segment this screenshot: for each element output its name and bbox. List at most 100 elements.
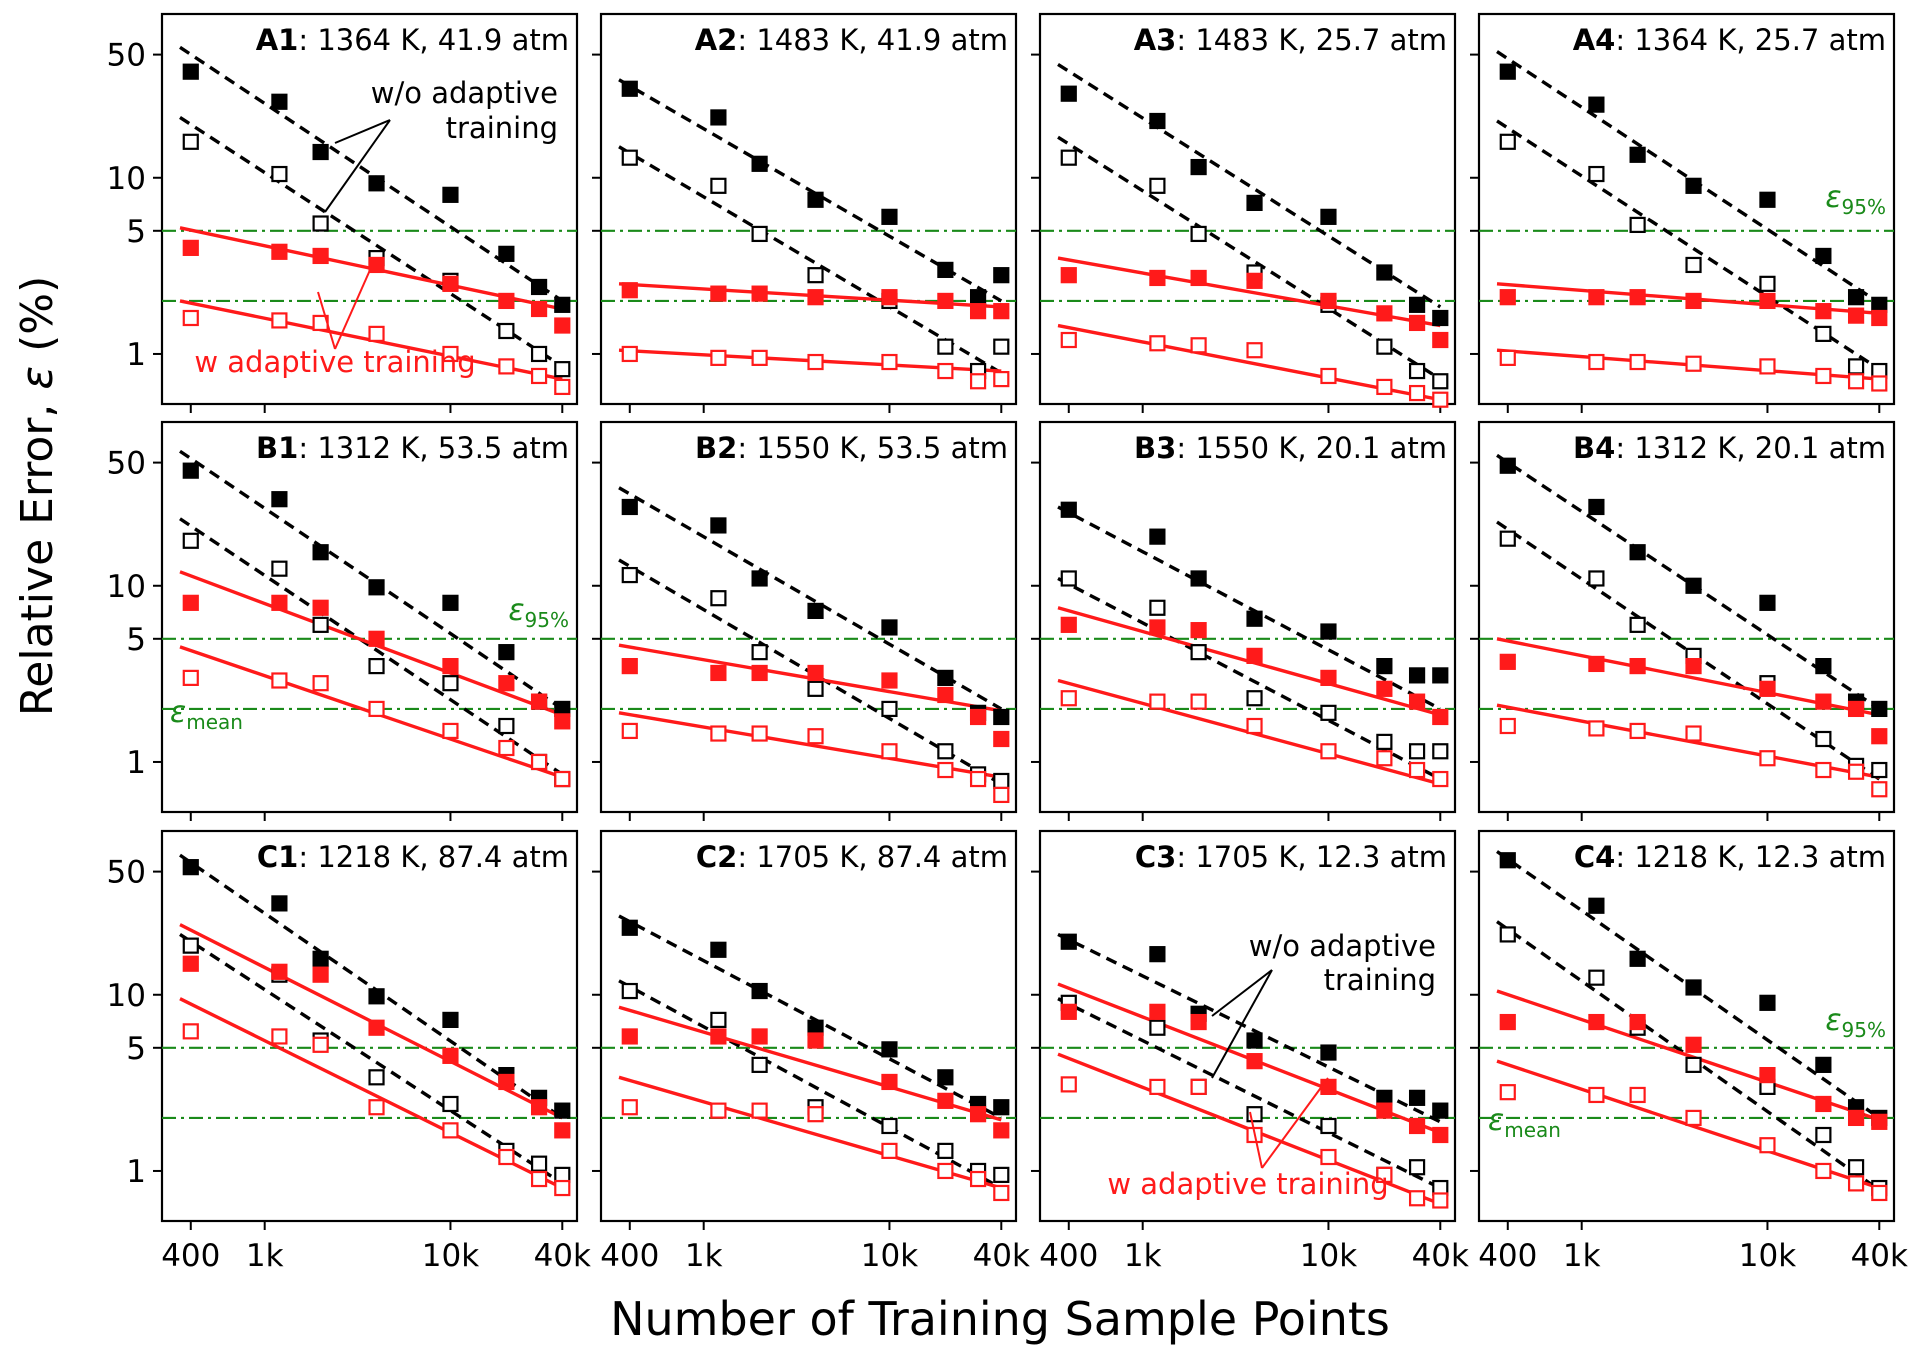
x-tick-label: 40k xyxy=(1412,1238,1469,1274)
marker-wo-open xyxy=(498,322,515,340)
panel-title: A1: 1364 K, 41.9 atm xyxy=(256,23,569,57)
marker-w-open xyxy=(530,1170,548,1188)
fit-line-wo-filled xyxy=(1057,62,1442,309)
panel-frame xyxy=(1477,829,1896,1223)
marker-wo-open xyxy=(554,1166,571,1183)
marker-w-filled xyxy=(1149,619,1166,636)
marker-w-open xyxy=(1149,693,1166,710)
callout-line xyxy=(1211,969,1273,1017)
panel-title: C2: 1705 K, 87.4 atm xyxy=(696,840,1008,874)
panel-title: B1: 1312 K, 53.5 atm xyxy=(256,431,569,465)
marker-wo-filled xyxy=(182,859,199,876)
marker-wo-filled xyxy=(1246,1032,1263,1049)
marker-wo-filled xyxy=(312,950,329,967)
marker-wo-filled xyxy=(621,80,638,97)
fit-line-wo-filled xyxy=(1496,850,1881,1120)
marker-w-open xyxy=(1408,761,1426,779)
marker-w-filled xyxy=(1629,657,1646,675)
marker-wo-open xyxy=(271,560,288,577)
marker-wo-open xyxy=(1149,177,1166,194)
marker-w-filled xyxy=(1847,1109,1865,1127)
marker-wo-filled xyxy=(1759,191,1776,208)
marker-w-filled xyxy=(1149,1003,1166,1020)
marker-wo-filled xyxy=(1432,667,1449,684)
marker-wo-filled xyxy=(442,186,459,203)
marker-wo-filled xyxy=(1685,577,1702,594)
panel-id: A2 xyxy=(695,23,738,57)
y-tick-label: 50 xyxy=(107,446,146,482)
marker-w-filled xyxy=(182,955,199,972)
marker-w-filled xyxy=(1685,657,1702,675)
panel-title: B3: 1550 K, 20.1 atm xyxy=(1134,431,1447,465)
marker-wo-filled xyxy=(1432,1102,1449,1119)
marker-wo-filled xyxy=(1149,528,1166,545)
marker-wo-open xyxy=(1190,644,1207,661)
marker-w-open xyxy=(1847,373,1865,390)
marker-w-filled xyxy=(368,256,385,274)
panel-C2: 400 1k 10k 40k C2: 1705 K, 87.4 atm xyxy=(592,829,1030,1274)
panel-condition: : 1550 K, 53.5 atm xyxy=(737,431,1008,465)
marker-wo-open xyxy=(1815,325,1832,342)
marker-wo-filled xyxy=(182,462,199,479)
panel-condition: : 1705 K, 87.4 atm xyxy=(737,840,1008,874)
marker-wo-filled xyxy=(368,175,385,192)
marker-wo-filled xyxy=(1432,309,1449,327)
marker-w-filled xyxy=(554,317,571,334)
marker-wo-filled xyxy=(807,602,824,619)
marker-wo-open xyxy=(1060,149,1077,166)
x-tick-label: 400 xyxy=(1478,1238,1537,1274)
marker-w-open xyxy=(554,378,571,396)
marker-w-open xyxy=(1759,358,1776,375)
marker-w-filled xyxy=(1871,728,1888,745)
wo-adaptive-label-line2: training xyxy=(446,111,558,145)
y-tick-label: 10 xyxy=(107,569,146,605)
panel-title: C4: 1218 K, 12.3 atm xyxy=(1574,840,1886,874)
x-tick-label: 40k xyxy=(1851,1238,1908,1274)
marker-w-filled xyxy=(368,1019,385,1036)
marker-w-filled xyxy=(969,708,987,726)
marker-wo-filled xyxy=(271,895,288,912)
marker-w-filled xyxy=(271,963,288,980)
x-axis-title: Number of Training Sample Points xyxy=(610,1292,1390,1346)
marker-w-filled xyxy=(1376,305,1393,322)
marker-w-filled xyxy=(993,1122,1010,1139)
x-tick-label: 400 xyxy=(600,1238,659,1274)
marker-w-open xyxy=(1408,1190,1426,1207)
y-axis-title-unit: (%) xyxy=(12,276,63,366)
marker-wo-filled xyxy=(312,143,329,161)
marker-w-filled xyxy=(1432,331,1449,349)
marker-w-filled xyxy=(1759,680,1776,697)
marker-w-open xyxy=(1815,367,1832,385)
panel-B1: 1 5 10 50 B1: 1312 K, 53.5 atm xyxy=(107,420,579,821)
marker-wo-filled xyxy=(1246,610,1263,627)
marker-w-filled xyxy=(442,275,459,292)
panel-frame xyxy=(599,12,1018,406)
marker-w-open xyxy=(751,725,768,742)
marker-w-filled xyxy=(881,1073,898,1091)
marker-wo-filled xyxy=(1588,96,1605,113)
marker-wo-filled xyxy=(368,988,385,1005)
marker-w-open xyxy=(1629,353,1646,371)
marker-w-open xyxy=(969,373,987,390)
marker-wo-open xyxy=(621,149,638,166)
marker-wo-open xyxy=(993,338,1010,355)
callout-line xyxy=(334,269,371,350)
marker-wo-filled xyxy=(937,261,954,278)
x-tick-label: 40k xyxy=(973,1238,1030,1274)
marker-w-filled xyxy=(1408,693,1426,710)
marker-w-open xyxy=(1815,761,1832,779)
marker-w-filled xyxy=(751,1028,768,1045)
panel-title: C3: 1705 K, 12.3 atm xyxy=(1135,840,1447,874)
marker-w-filled xyxy=(1847,700,1865,718)
eps95-label-symbol: ε xyxy=(1825,180,1841,215)
marker-w-filled xyxy=(807,289,824,306)
marker-wo-filled xyxy=(1685,177,1702,194)
fit-line-wo-filled xyxy=(179,449,564,711)
panel-id: C3 xyxy=(1135,840,1176,874)
marker-wo-filled xyxy=(1759,994,1776,1011)
marker-wo-filled xyxy=(1629,544,1646,561)
marker-w-filled xyxy=(1847,307,1865,324)
marker-wo-filled xyxy=(1499,852,1516,869)
marker-w-open xyxy=(1432,1192,1449,1209)
